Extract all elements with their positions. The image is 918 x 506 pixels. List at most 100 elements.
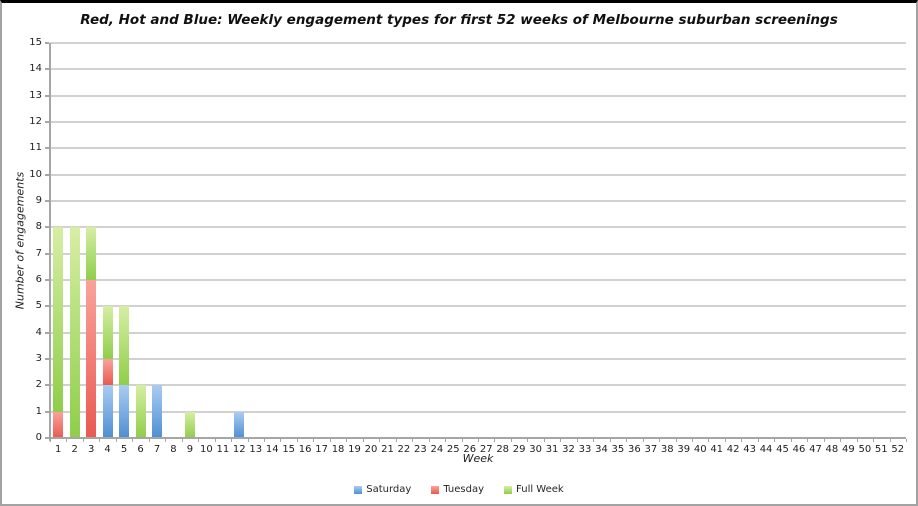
- x-tick-label-15: 15: [282, 444, 296, 455]
- x-tick-label-20: 20: [364, 444, 378, 455]
- x-tickmark-49: [856, 439, 858, 442]
- gridline-y-9: [50, 200, 906, 202]
- legend-marker-icon: [354, 485, 363, 494]
- y-tickmark-10: [45, 173, 49, 176]
- x-tick-label-31: 31: [545, 444, 559, 455]
- y-tickmark-3: [45, 358, 49, 360]
- x-tick-label-46: 46: [792, 444, 806, 455]
- bar-segment-saturday-week-4: [102, 385, 113, 438]
- x-tickmark-24: [445, 439, 447, 442]
- legend-marker-icon: [504, 485, 513, 494]
- x-tickmark-52: [906, 439, 907, 442]
- gridline-y-12: [50, 121, 906, 123]
- x-tickmark-1: [66, 439, 68, 442]
- x-tickmark-18: [346, 439, 348, 442]
- y-axis-line: [49, 43, 51, 441]
- y-tickmark-1: [45, 410, 49, 413]
- x-tick-label-45: 45: [776, 444, 789, 455]
- gridline-y-15: [50, 42, 906, 44]
- gridline-y-1: [50, 410, 906, 413]
- x-tickmark-5: [132, 439, 134, 442]
- y-tick-label-7: 7: [35, 247, 42, 259]
- x-tick-label-23: 23: [414, 444, 427, 455]
- y-tickmark-2: [45, 384, 49, 387]
- x-tick-label-41: 41: [710, 444, 724, 455]
- bar-segment-full-week-week-3: [86, 227, 97, 280]
- x-tick-label-13: 13: [249, 444, 263, 455]
- x-tick-label-27: 27: [479, 444, 493, 455]
- legend: Saturday Tuesday Full Week: [2, 484, 916, 495]
- x-tick-label-26: 26: [463, 444, 477, 455]
- x-tickmark-29: [527, 439, 529, 442]
- x-tick-label-33: 33: [578, 444, 592, 455]
- x-tick-label-52: 52: [891, 444, 905, 455]
- x-tickmark-43: [757, 439, 759, 442]
- y-tick-label-11: 11: [29, 142, 42, 154]
- x-tickmark-39: [692, 439, 693, 442]
- x-tickmark-37: [659, 439, 661, 442]
- x-tickmark-47: [823, 439, 825, 442]
- x-tickmark-31: [560, 439, 562, 442]
- y-tick-label-9: 9: [35, 195, 42, 206]
- x-tick-label-38: 38: [660, 444, 674, 455]
- y-tickmark-14: [45, 68, 49, 71]
- x-tick-label-25: 25: [446, 444, 460, 455]
- x-tickmark-20: [379, 439, 381, 442]
- x-tick-label-5: 5: [120, 444, 128, 455]
- x-tick-label-10: 10: [200, 444, 213, 455]
- y-tickmark-6: [45, 279, 49, 281]
- y-tick-label-1: 1: [35, 405, 42, 417]
- x-tick-label-50: 50: [858, 444, 872, 455]
- x-tick-label-22: 22: [397, 444, 411, 455]
- x-tickmark-4: [115, 439, 117, 442]
- x-tickmark-45: [790, 439, 792, 442]
- x-tickmark-16: [313, 439, 315, 442]
- legend-item-saturday: Saturday: [354, 484, 411, 495]
- x-axis-title: Week: [462, 452, 494, 465]
- x-tickmark-25: [461, 439, 463, 442]
- legend-marker-icon: [431, 485, 440, 494]
- y-tickmark-8: [45, 226, 49, 229]
- y-tick-label-10: 10: [29, 168, 42, 180]
- x-tick-label-17: 17: [315, 444, 328, 455]
- x-tick-label-6: 6: [137, 444, 144, 455]
- bar-segment-saturday-week-5: [119, 385, 130, 438]
- x-tickmark-33: [593, 439, 595, 442]
- legend-label: Tuesday: [443, 484, 485, 495]
- x-tickmark-46: [807, 439, 809, 442]
- gridline-y-6: [50, 279, 906, 281]
- x-tickmark-17: [329, 439, 331, 442]
- y-tickmark-12: [45, 121, 49, 123]
- y-tickmark-11: [45, 147, 49, 150]
- y-tick-label-4: 4: [35, 326, 42, 338]
- x-tick-label-35: 35: [611, 444, 625, 455]
- x-tick-label-34: 34: [595, 444, 608, 455]
- gridline-y-3: [50, 358, 906, 360]
- x-tickmark-48: [840, 439, 842, 442]
- x-tickmark-6: [148, 439, 150, 442]
- y-axis-title: Number of engagements: [13, 171, 27, 310]
- x-tickmark-35: [626, 439, 628, 442]
- y-tickmark-4: [45, 331, 49, 334]
- bar-segment-saturday-week-12: [234, 411, 245, 438]
- x-tickmark-27: [494, 439, 496, 442]
- x-tickmark-38: [675, 439, 677, 442]
- x-tickmark-19: [362, 439, 364, 442]
- x-tickmark-28: [510, 439, 512, 442]
- y-tick-label-13: 13: [29, 89, 42, 101]
- x-tick-label-29: 29: [512, 444, 526, 455]
- legend-item-full-week: Full Week: [504, 484, 564, 495]
- x-tick-label-51: 51: [874, 444, 888, 455]
- gridline-y-13: [50, 94, 906, 97]
- bar-segment-full-week-week-2: [69, 227, 80, 438]
- x-tickmark-23: [428, 439, 430, 442]
- x-tick-label-48: 48: [825, 444, 839, 455]
- legend-label: Saturday: [366, 484, 412, 495]
- x-tick-label-7: 7: [153, 444, 161, 455]
- x-tickmark-14: [280, 439, 282, 442]
- x-tick-label-39: 39: [677, 444, 691, 455]
- y-tick-label-15: 15: [29, 37, 42, 48]
- x-tickmark-15: [296, 439, 298, 442]
- y-tickmark-15: [45, 42, 49, 44]
- x-tickmark-8: [181, 439, 183, 442]
